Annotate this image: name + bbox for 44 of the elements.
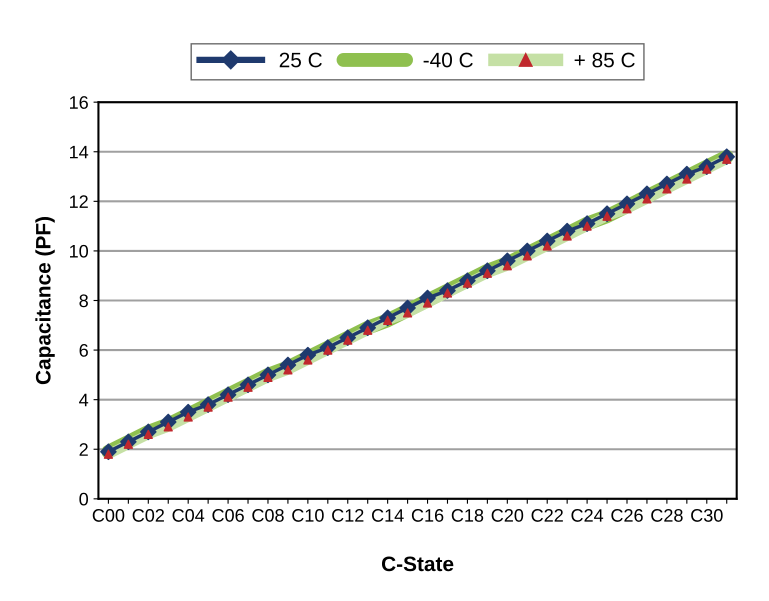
point [164,422,173,432]
point [283,365,293,375]
y-tick-label: 0 [79,492,88,506]
x-axis-title: C-State [382,556,454,572]
y-tick-label: 2 [80,443,88,456]
x-tick-label: C00 [92,509,124,522]
point [682,174,692,184]
x-tick-label: C22 [532,509,563,522]
x-tick-label: C20 [492,509,524,522]
x-tick-label: C26 [611,509,643,522]
point [303,355,312,365]
x-tick-label: C10 [292,509,324,522]
point [542,241,552,251]
x-tick-label: C04 [172,509,204,522]
point [662,184,672,194]
x-tick-label: C30 [691,509,723,522]
x-tick-label: C08 [252,509,284,522]
point [642,194,652,204]
y-tick-label: 6 [80,344,88,357]
x-tick-label: C02 [132,509,164,522]
x-tick-label: C06 [212,509,244,522]
point [422,298,432,308]
point [184,412,193,422]
legend-label: 25 C [280,52,322,68]
y-tick-label: 10 [70,244,88,258]
point [622,204,632,214]
point [502,261,512,270]
x-tick-label: C18 [452,509,484,522]
y-tick-label: 12 [70,195,88,208]
y-tick-label: 4 [79,394,88,406]
y-tick-label: 8 [79,294,88,308]
legend-label: + 85 C [574,52,635,68]
y-tick-label: 14 [70,146,88,158]
x-tick-label: C24 [571,509,604,522]
point [522,251,532,260]
y-tick-label: 16 [70,96,88,109]
point [402,308,412,318]
legend-label: -40 C [424,52,473,68]
x-tick-label: C12 [332,509,364,522]
point [562,231,572,241]
x-tick-label: C16 [412,509,444,522]
x-tick-label: C14 [372,509,404,522]
x-tick-label: C28 [651,509,683,522]
y-axis-title: Capacitance (PF) [35,217,55,384]
